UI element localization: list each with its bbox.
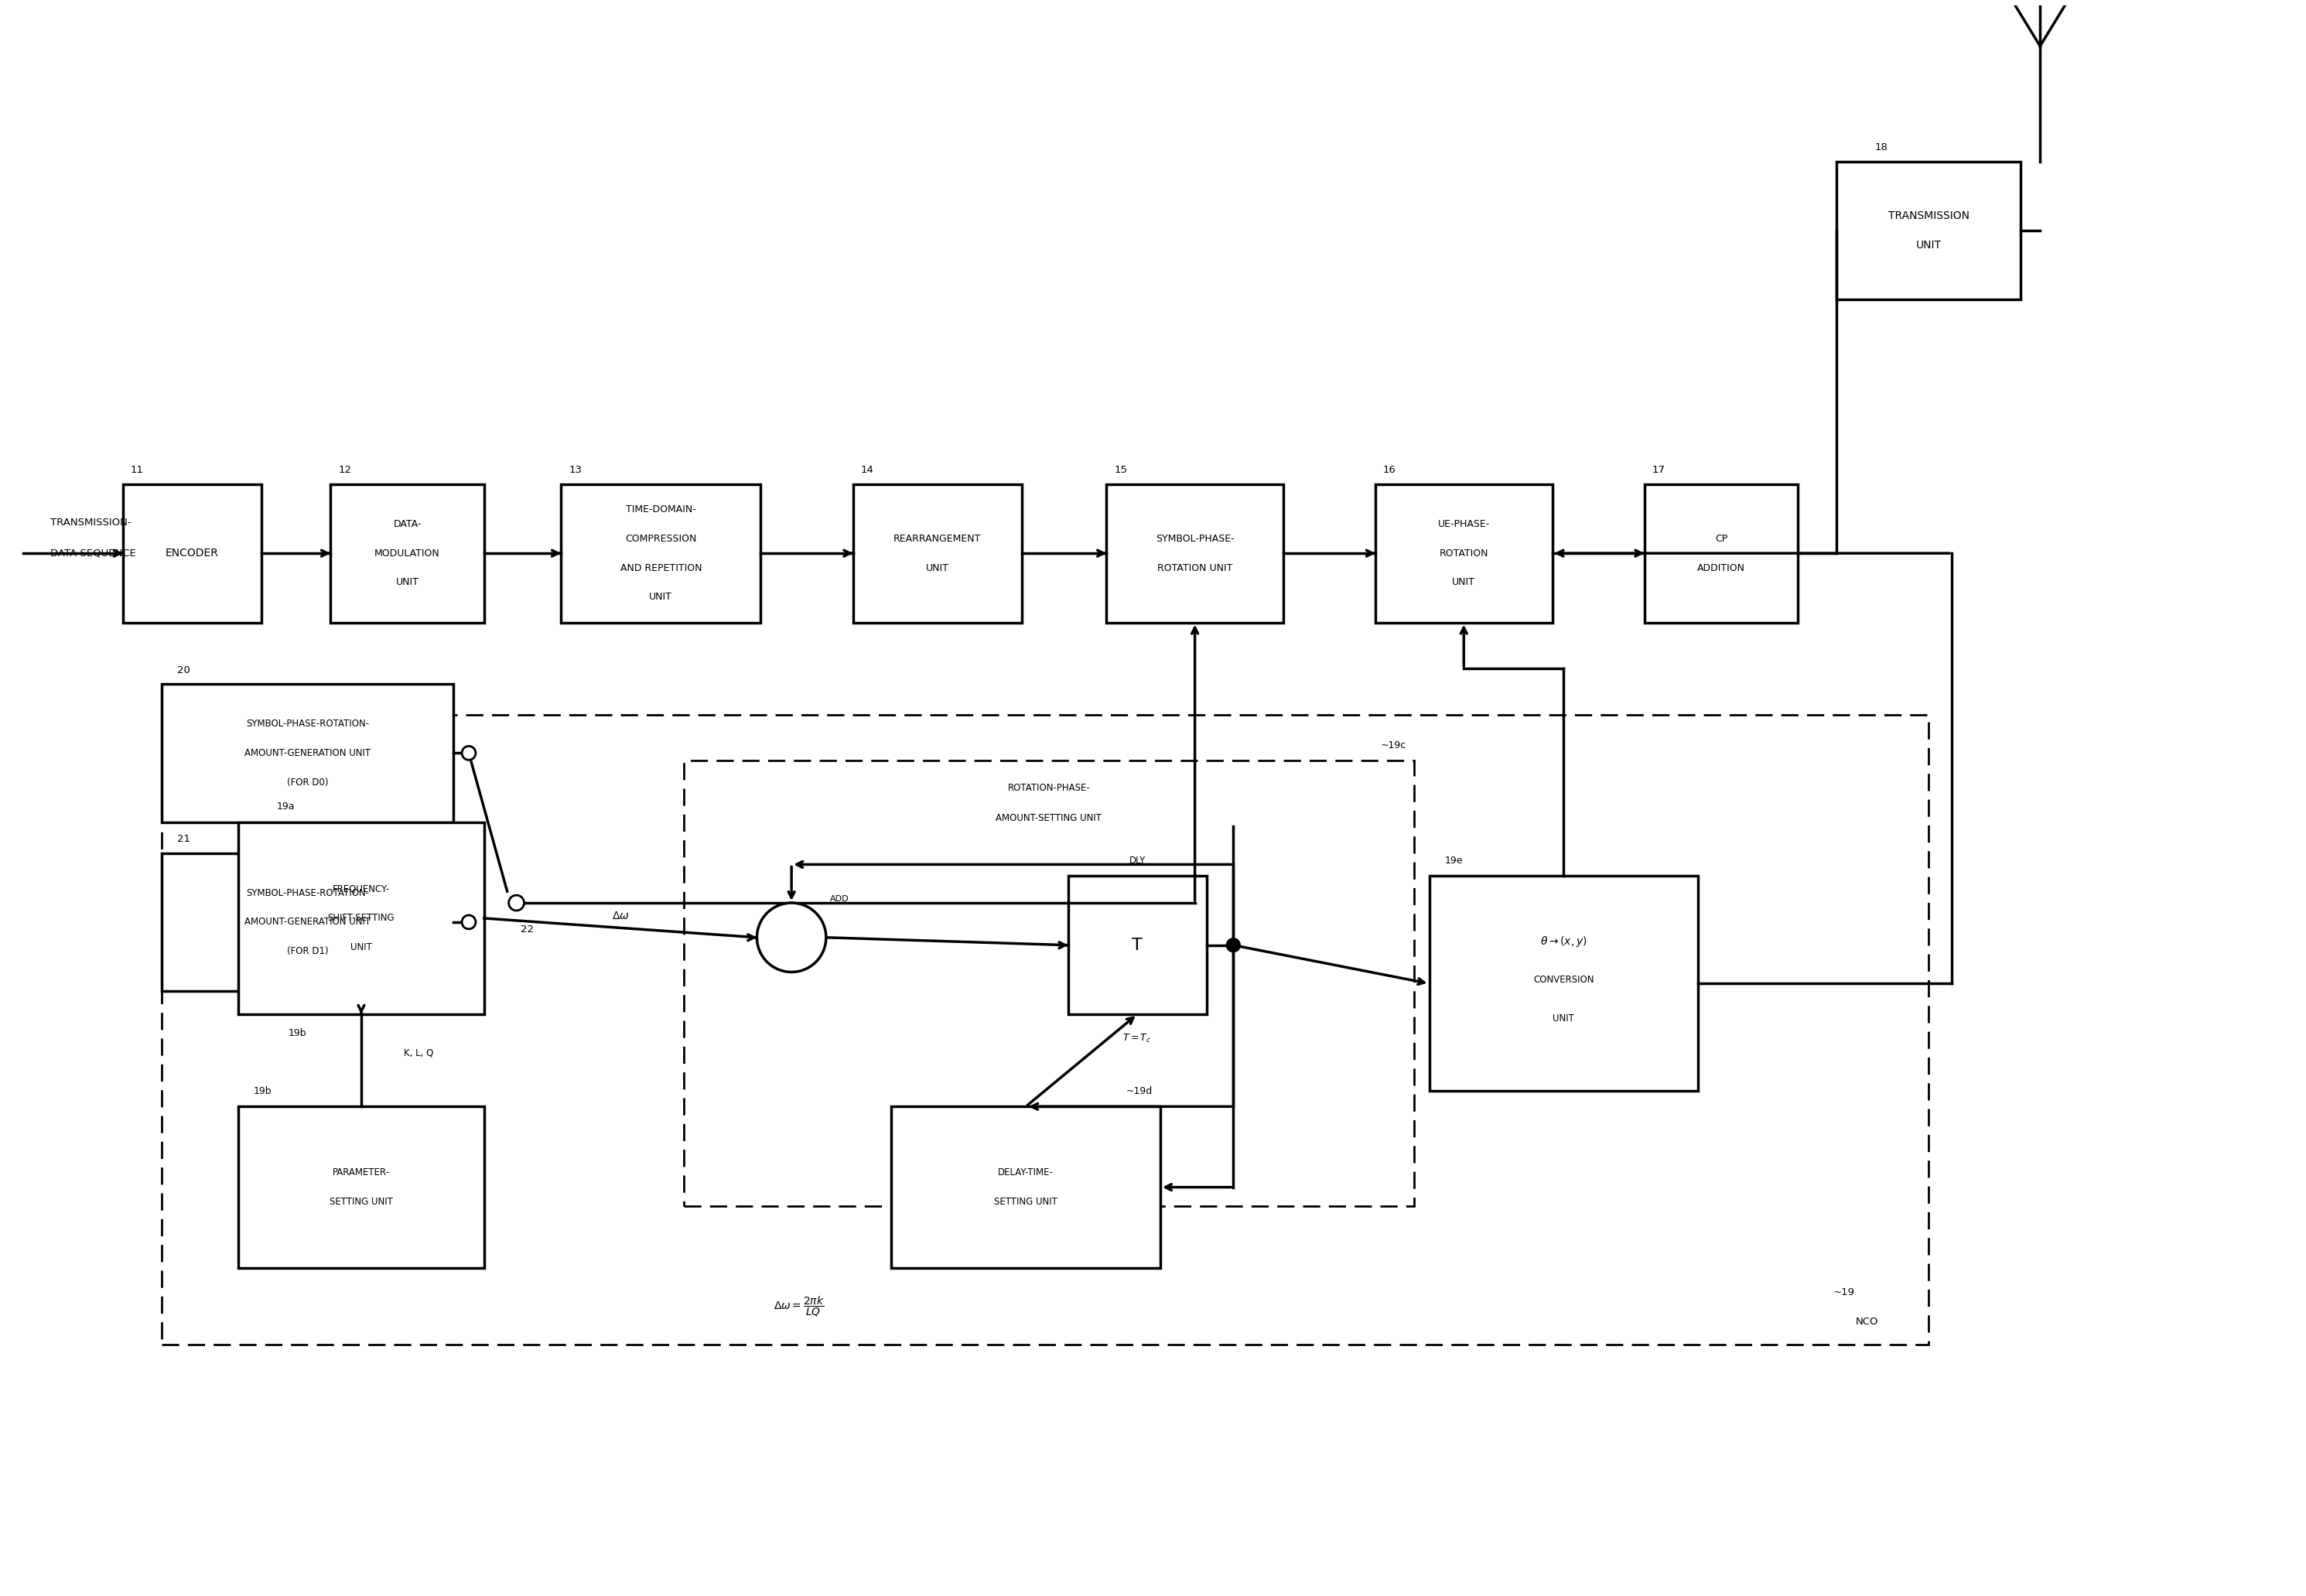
Bar [161, 852, 454, 991]
Text: UNIT: UNIT [650, 592, 673, 602]
Bar [122, 484, 261, 622]
Bar [161, 715, 1928, 1345]
Bar [560, 484, 761, 622]
Text: T: T [1132, 937, 1141, 953]
Text: $\Delta\omega$: $\Delta\omega$ [611, 911, 630, 921]
Bar [1068, 876, 1206, 1015]
Bar [238, 1106, 484, 1267]
Text: UNIT: UNIT [1453, 578, 1476, 587]
Text: CONVERSION: CONVERSION [1533, 975, 1593, 985]
Circle shape [461, 747, 475, 760]
Text: ROTATION UNIT: ROTATION UNIT [1158, 563, 1231, 573]
Bar [853, 484, 1022, 622]
Text: DELAY-TIME-: DELAY-TIME- [998, 1168, 1054, 1178]
Text: SETTING UNIT: SETTING UNIT [330, 1197, 392, 1207]
Circle shape [756, 903, 826, 972]
Text: K, L, Q: K, L, Q [404, 1047, 434, 1058]
Text: MODULATION: MODULATION [374, 549, 440, 559]
Text: CP: CP [1716, 533, 1727, 544]
Text: NCO: NCO [1856, 1317, 1879, 1326]
Text: 22: 22 [521, 924, 533, 935]
Text: UNIT: UNIT [351, 942, 371, 953]
Bar [161, 685, 454, 822]
Text: 12: 12 [339, 466, 351, 476]
Text: AMOUNT-GENERATION UNIT: AMOUNT-GENERATION UNIT [244, 918, 371, 927]
Text: SYMBOL-PHASE-ROTATION-: SYMBOL-PHASE-ROTATION- [247, 887, 369, 899]
Circle shape [461, 915, 475, 929]
Text: REARRANGEMENT: REARRANGEMENT [895, 533, 982, 544]
Text: ROTATION: ROTATION [1439, 549, 1487, 559]
Text: UE-PHASE-: UE-PHASE- [1437, 519, 1490, 530]
Text: 19b: 19b [254, 1087, 272, 1096]
Text: TRANSMISSION: TRANSMISSION [1889, 211, 1969, 222]
Text: 17: 17 [1651, 466, 1665, 476]
Text: 13: 13 [570, 466, 581, 476]
Text: 11: 11 [131, 466, 143, 476]
Text: UNIT: UNIT [1552, 1013, 1575, 1023]
Text: TIME-DOMAIN-: TIME-DOMAIN- [625, 504, 696, 514]
Text: ~19d: ~19d [1125, 1087, 1153, 1096]
Text: 16: 16 [1384, 466, 1395, 476]
Text: 14: 14 [860, 466, 874, 476]
Text: AMOUNT-SETTING UNIT: AMOUNT-SETTING UNIT [996, 814, 1102, 824]
Text: 19e: 19e [1444, 855, 1462, 865]
Bar [892, 1106, 1160, 1267]
Text: (FOR D0): (FOR D0) [286, 777, 327, 787]
Text: DLY: DLY [1130, 855, 1146, 865]
Text: $\Delta\omega=\dfrac{2\pi k}{LQ}$: $\Delta\omega=\dfrac{2\pi k}{LQ}$ [775, 1294, 826, 1318]
Text: COMPRESSION: COMPRESSION [625, 533, 696, 544]
Text: $T=T_c$: $T=T_c$ [1123, 1033, 1151, 1045]
Text: DATA-: DATA- [394, 519, 422, 530]
Text: 20: 20 [178, 666, 189, 675]
Text: 21: 21 [178, 835, 189, 844]
Text: DATA SEQUENCE: DATA SEQUENCE [51, 549, 136, 559]
Bar [1644, 484, 1799, 622]
Text: FREQUENCY-: FREQUENCY- [332, 884, 390, 894]
Text: ENCODER: ENCODER [166, 547, 219, 559]
Circle shape [1227, 938, 1241, 953]
Bar [1107, 484, 1282, 622]
Text: AND REPETITION: AND REPETITION [620, 563, 701, 573]
Text: (FOR D1): (FOR D1) [286, 946, 327, 956]
Text: ROTATION-PHASE-: ROTATION-PHASE- [1008, 782, 1091, 793]
Text: 18: 18 [1875, 142, 1889, 153]
Bar [238, 822, 484, 1015]
Text: AMOUNT-GENERATION UNIT: AMOUNT-GENERATION UNIT [244, 749, 371, 758]
Text: UNIT: UNIT [1916, 239, 1942, 251]
Text: ~19: ~19 [1833, 1288, 1854, 1298]
Text: ~19c: ~19c [1381, 741, 1407, 750]
Text: SETTING UNIT: SETTING UNIT [994, 1197, 1058, 1207]
Text: 15: 15 [1114, 466, 1128, 476]
Text: $\theta \rightarrow (x, y)$: $\theta \rightarrow (x, y)$ [1540, 934, 1587, 948]
Text: SYMBOL-PHASE-ROTATION-: SYMBOL-PHASE-ROTATION- [247, 718, 369, 729]
Text: UNIT: UNIT [927, 563, 950, 573]
Text: SYMBOL-PHASE-: SYMBOL-PHASE- [1155, 533, 1234, 544]
Text: PARAMETER-: PARAMETER- [332, 1168, 390, 1178]
Text: ADDITION: ADDITION [1697, 563, 1746, 573]
Bar [330, 484, 484, 622]
Bar [685, 761, 1414, 1207]
Bar [1430, 876, 1697, 1092]
Text: ADD: ADD [830, 895, 849, 903]
Bar [1374, 484, 1552, 622]
Text: UNIT: UNIT [397, 578, 420, 587]
Text: 19b: 19b [288, 1028, 307, 1039]
Text: TRANSMISSION-: TRANSMISSION- [51, 517, 131, 528]
Text: SHIFT-SETTING: SHIFT-SETTING [327, 913, 394, 924]
Bar [1836, 161, 2020, 300]
Circle shape [510, 895, 523, 911]
Text: 19a: 19a [277, 801, 295, 812]
